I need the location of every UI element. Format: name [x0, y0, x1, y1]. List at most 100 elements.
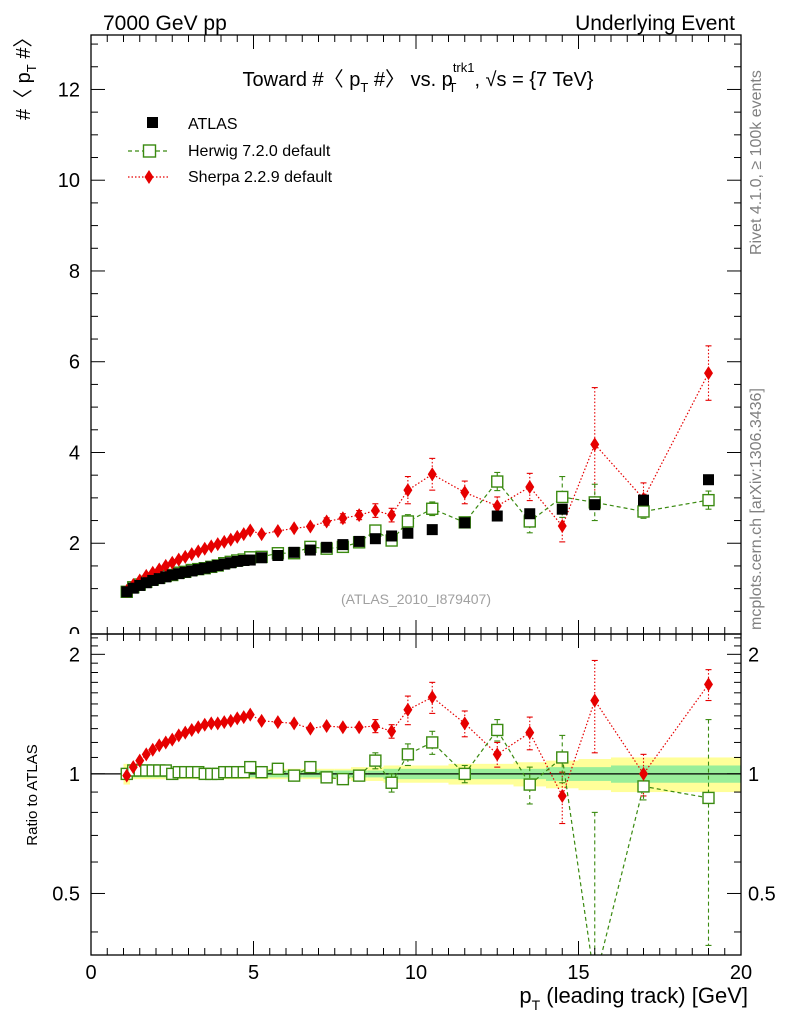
herwig-point [637, 505, 650, 518]
ratio-sherpa-point [141, 747, 151, 762]
ratio-sherpa-point [128, 760, 138, 775]
ratio-herwig-point [556, 751, 569, 764]
sherpa-point [460, 485, 470, 500]
ratio-sherpa-point [354, 720, 364, 735]
sherpa-line [126, 372, 710, 592]
ratio-sherpa-point [704, 677, 713, 692]
ratio-herwig-point [369, 754, 382, 767]
atlas-point [212, 559, 224, 571]
atlas-point [288, 546, 300, 558]
ratio-y-tick-label-left: 1 [69, 764, 80, 786]
ratio-sherpa-point [161, 735, 171, 750]
ratio-sherpa-point [200, 717, 210, 732]
ratio-sherpa-point [180, 725, 190, 740]
ratio-sherpa-point [403, 702, 413, 717]
atlas-point [459, 517, 471, 529]
atlas-point [225, 557, 237, 569]
sherpa-point [232, 529, 242, 544]
atlas-point [231, 555, 243, 567]
ratio-plot-area [91, 659, 741, 955]
legend-sherpa-marker [144, 170, 154, 184]
main-y-tick-label: 4 [69, 442, 80, 464]
ratio-sherpa-point [427, 690, 437, 705]
atlas-point [638, 494, 649, 506]
ratio-herwig-point [491, 723, 504, 737]
main-title: Toward #〈 pT #〉 vs. ptrk1 T, √s = {7 TeV} [243, 60, 594, 95]
x-tick-label: 0 [85, 962, 96, 984]
ratio-sherpa-point [492, 747, 502, 762]
ratio-frame [90, 633, 742, 956]
atlas-point [147, 574, 159, 586]
atlas-point [173, 568, 185, 580]
ratio-sherpa-point [639, 766, 648, 781]
legend-herwig-marker [142, 144, 157, 158]
analysis-watermark: (ATLAS_2010_I879407) [341, 591, 491, 607]
atlas-point [304, 544, 316, 556]
herwig-point [556, 490, 569, 504]
ratio-sherpa-point [154, 738, 164, 753]
sherpa-point [354, 508, 364, 523]
ratio-sherpa-point [338, 720, 348, 735]
ratio-y-tick-label-left: 0.5 [52, 883, 80, 905]
ratio-herwig-point [385, 776, 398, 789]
atlas-point [179, 566, 191, 578]
atlas-point [402, 527, 414, 539]
atlas-point [337, 539, 349, 551]
sherpa-point [187, 547, 197, 562]
sherpa-point [174, 552, 184, 567]
sherpa-point [427, 467, 437, 482]
atlas-point [192, 564, 204, 576]
sherpa-point [322, 514, 332, 529]
ratio-sherpa-point [557, 788, 567, 803]
atlas-point [238, 554, 250, 566]
atlas-point [491, 510, 503, 522]
sherpa-point [557, 518, 567, 533]
x-tick-label: 10 [405, 962, 427, 984]
ratio-sherpa-point [322, 718, 332, 733]
ratio-sherpa-point [245, 707, 255, 722]
ratio-sherpa-point [193, 720, 203, 735]
atlas-point [524, 508, 536, 520]
atlas-point [140, 577, 152, 589]
sherpa-point [704, 366, 713, 381]
legend-atlas-marker [147, 117, 158, 128]
sherpa-point [180, 549, 190, 564]
atlas-point [386, 530, 398, 542]
ratio-herwig-point [287, 769, 301, 782]
ratio-herwig-point [271, 762, 285, 775]
atlas-point [256, 552, 268, 564]
legend-atlas-label: ATLAS [188, 116, 238, 133]
mcplots-label: mcplots.cern.ch [arXiv:1306.3436] [748, 388, 765, 630]
ratio-y-tick-label-right: 1 [748, 764, 759, 786]
ratio-ylabel: Ratio to ATLAS [24, 744, 41, 845]
ratio-sherpa-point [135, 753, 145, 768]
atlas-point [321, 541, 333, 553]
ratio-sherpa-point [219, 715, 229, 730]
main-ylabel: #〈 pT #〉 [13, 28, 39, 120]
ratio-herwig-point [304, 760, 317, 774]
herwig-point [426, 502, 439, 515]
ratio-herwig-point [336, 772, 350, 786]
ratio-y-tick-label-left: 2 [69, 644, 80, 666]
main-y-tick-label: 12 [58, 79, 80, 101]
ratio-sherpa-point [370, 718, 380, 733]
header-left: 7000 GeV pp [103, 12, 227, 35]
ratio-herwig-point [523, 778, 536, 791]
ratio-herwig-point [702, 791, 715, 805]
ratio-y-tick-label-right: 0.5 [748, 883, 776, 905]
sherpa-point [200, 541, 210, 556]
ratio-sherpa-point [226, 713, 236, 728]
ratio-herwig-point [401, 748, 415, 761]
atlas-point [589, 499, 601, 511]
ratio-sherpa-point [187, 722, 197, 737]
x-tick-label: 15 [567, 962, 589, 984]
ratio-sherpa-point [148, 742, 158, 757]
sherpa-point [387, 508, 397, 523]
atlas-point [353, 535, 365, 547]
ratio-herwig-point [352, 769, 366, 782]
herwig-point [702, 493, 715, 507]
ratio-herwig-point [426, 736, 439, 749]
atlas-point [703, 474, 714, 486]
ratio-sherpa-point [305, 721, 315, 736]
